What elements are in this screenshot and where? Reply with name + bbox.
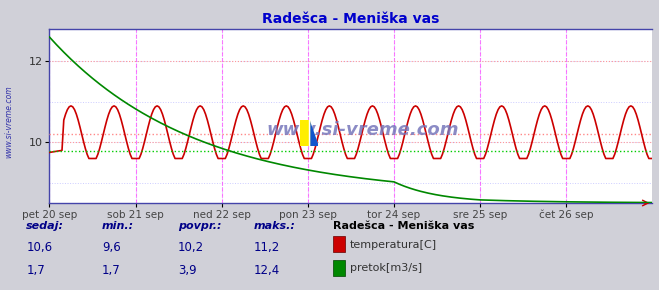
- Polygon shape: [309, 120, 318, 146]
- Text: pretok[m3/s]: pretok[m3/s]: [350, 263, 422, 273]
- Text: 11,2: 11,2: [254, 241, 280, 254]
- Text: 9,6: 9,6: [102, 241, 121, 254]
- Text: www.si-vreme.com: www.si-vreme.com: [267, 121, 459, 139]
- Text: maks.:: maks.:: [254, 221, 296, 231]
- Text: 1,7: 1,7: [26, 264, 45, 277]
- Text: sedaj:: sedaj:: [26, 221, 65, 231]
- Text: min.:: min.:: [102, 221, 134, 231]
- Polygon shape: [300, 120, 309, 146]
- Text: 10,6: 10,6: [26, 241, 53, 254]
- Title: Radešca - Meniška vas: Radešca - Meniška vas: [262, 12, 440, 26]
- Text: Radešca - Meniška vas: Radešca - Meniška vas: [333, 221, 474, 231]
- Text: 10,2: 10,2: [178, 241, 204, 254]
- Text: povpr.:: povpr.:: [178, 221, 221, 231]
- Text: 1,7: 1,7: [102, 264, 121, 277]
- Text: 12,4: 12,4: [254, 264, 280, 277]
- Text: 3,9: 3,9: [178, 264, 196, 277]
- Text: temperatura[C]: temperatura[C]: [350, 240, 437, 250]
- Text: www.si-vreme.com: www.si-vreme.com: [4, 86, 13, 158]
